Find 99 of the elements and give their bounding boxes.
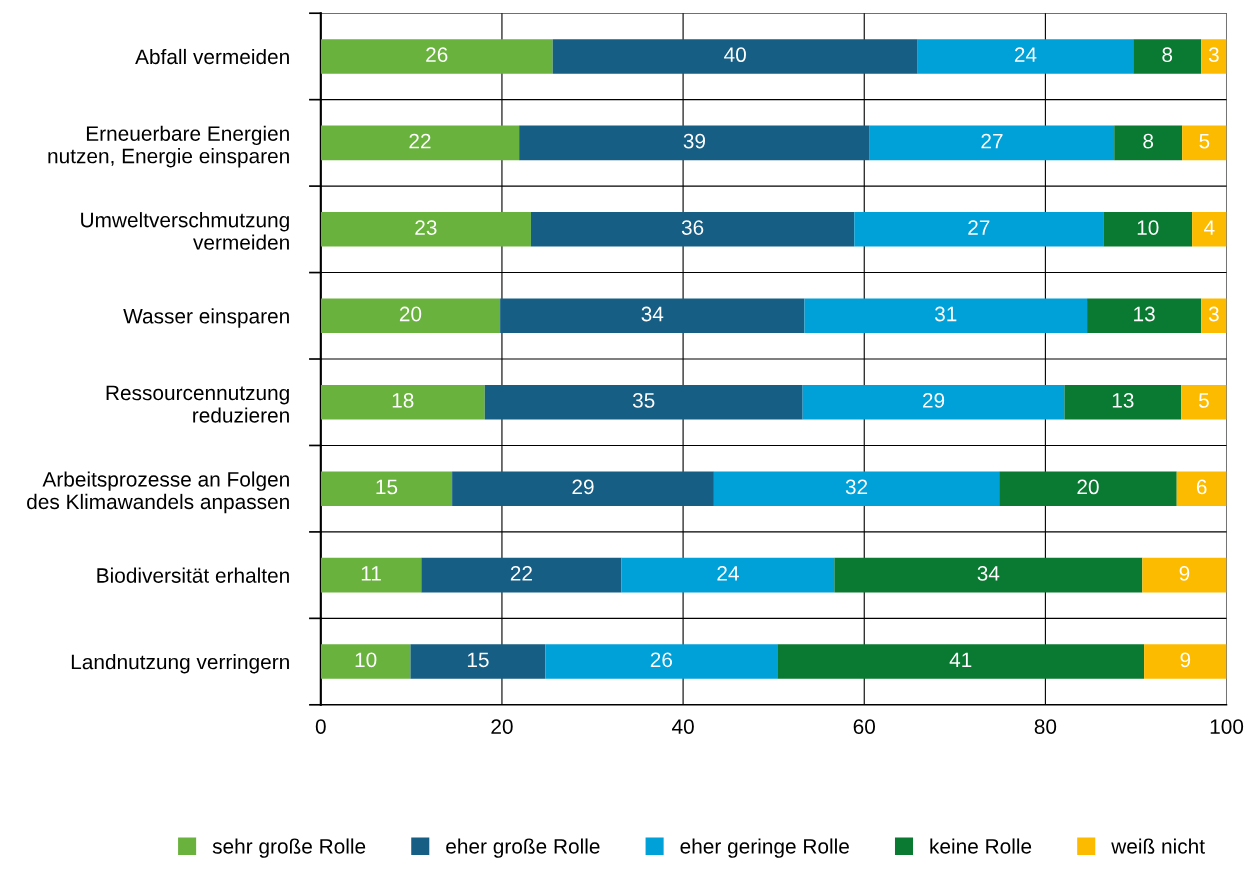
bar [1201,298,1227,334]
data-label: 26 [426,47,448,63]
bar [917,39,1134,74]
data-label: 13 [1112,393,1134,408]
data-label: 15 [467,652,489,668]
bar [320,471,453,506]
bar [552,39,918,74]
legend-label: eher geringe Rolle [680,838,849,858]
data-label: 31 [934,306,957,322]
x-tick-label: 40 [671,719,694,734]
bar [1182,125,1227,161]
data-label: 9 [1180,652,1191,668]
data-label: 29 [572,479,594,495]
bar [834,557,1143,593]
bar [802,384,1065,420]
data-label: 9 [1179,565,1190,581]
data-label: 22 [510,565,532,581]
x-tick-label: 60 [853,719,876,734]
legend-label: weiß nicht [1111,838,1205,854]
data-label: 35 [632,393,655,408]
bar [452,471,714,506]
y-tick-label: Arbeitsprozesse an Folgen des Klimawandels anpassen [27,471,289,514]
bar [713,471,1000,506]
bar [1133,39,1202,74]
bar [1181,384,1227,420]
bar [320,557,422,593]
data-label: 6 [1196,479,1207,495]
y-tick-label: Abfall vermeiden [135,48,289,65]
bar [1064,384,1182,420]
x-tick-label: 100 [1210,719,1244,734]
data-label: 39 [683,133,706,149]
bar [320,125,520,161]
legend-label: keine Rolle [930,838,1032,854]
data-label: 27 [981,133,1003,149]
bar [320,212,531,247]
bar [621,557,835,593]
bar [1176,471,1227,506]
data-label: 13 [1134,306,1155,322]
y-tick-label: Wasser einsparen [123,308,289,328]
data-label: 22 [409,133,431,149]
bar [1192,212,1227,247]
y-tick-label: Umweltverschmutzung vermeiden [81,212,289,250]
data-label: 3 [1208,306,1219,322]
data-label: 5 [1198,393,1209,408]
bar [500,298,805,334]
data-label: 23 [415,220,437,235]
data-label: 5 [1199,133,1210,149]
data-label: 8 [1162,47,1173,63]
bar [519,125,870,161]
bar [869,125,1115,161]
y-tick-label: Erneuerbare Energien nutzen, Energie einsparen [48,125,289,168]
x-tick-label: 20 [491,719,513,734]
data-label: 3 [1208,47,1219,63]
data-label: 34 [977,565,1000,581]
data-label: 15 [376,479,398,495]
bar [1142,557,1227,593]
y-tick-label: Biodiversität erhalten [97,567,289,583]
y-tick-label: Ressourcennutzung reduzieren [106,385,289,423]
data-label: 41 [949,652,972,667]
data-label: 27 [968,220,990,235]
bar [804,298,1088,334]
legend-label: eher große Rolle [446,838,600,858]
data-label: 40 [724,47,746,63]
data-label: 32 [845,479,868,495]
data-label: 26 [650,652,673,668]
bar [854,212,1104,247]
bar [545,644,778,679]
data-label: 10 [1137,220,1159,235]
data-label: 20 [399,306,422,322]
data-label: 36 [681,220,704,235]
bar [320,298,501,334]
legend-label: sehr große Rolle [212,838,366,858]
y-tick-label: Landnutzung verringern [71,654,289,674]
bar [410,644,546,679]
data-label: 20 [1077,479,1099,495]
data-label: 4 [1204,220,1215,235]
x-tick-label: 80 [1034,719,1057,734]
bar [777,644,1145,679]
bar [999,471,1177,506]
bar [1201,39,1227,74]
bar [1087,298,1202,334]
bar [320,644,411,679]
bar [320,384,485,420]
bar [320,39,553,74]
bar [1114,125,1183,161]
data-label: 10 [355,652,377,668]
data-label: 18 [392,393,414,408]
x-tick-label: 0 [315,719,326,734]
bar [1103,212,1193,247]
data-label: 11 [361,566,381,581]
bar [484,384,803,420]
data-label: 24 [1014,47,1037,62]
bar [421,557,622,593]
data-label: 34 [641,306,664,322]
data-label: 24 [717,565,739,581]
bar [1144,644,1227,679]
data-label: 29 [923,393,945,408]
data-label: 8 [1143,133,1154,149]
bar [530,212,855,247]
